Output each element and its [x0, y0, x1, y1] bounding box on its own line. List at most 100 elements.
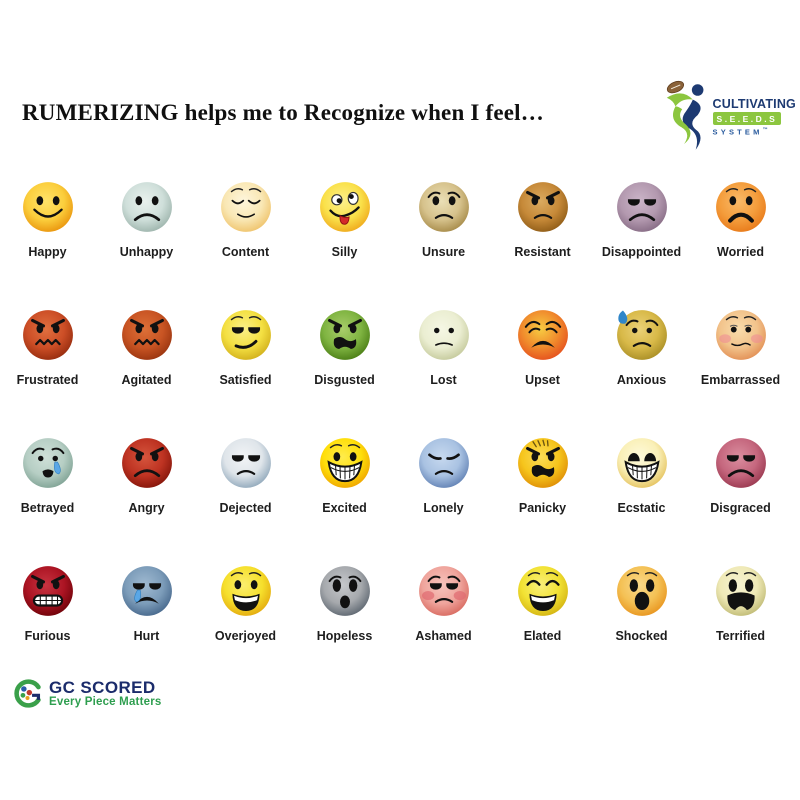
- emotion-cell-shocked: Shocked: [592, 554, 691, 682]
- emotion-cell-ecstatic: Ecstatic: [592, 426, 691, 554]
- emotion-cell-disgusted: Disgusted: [295, 298, 394, 426]
- emotion-label: Shocked: [615, 629, 668, 643]
- content-emoji-icon: [217, 178, 275, 236]
- seeds-logo-cultivating-text: CULTIVATING: [712, 97, 796, 112]
- excited-emoji-icon: [316, 434, 374, 492]
- emotion-cell-excited: Excited: [295, 426, 394, 554]
- cultivating-seeds-logo: CULTIVATING S.E.E.D.S SYSTEM™: [661, 76, 796, 158]
- emotion-label: Lost: [430, 373, 457, 387]
- ecstatic-emoji-icon: [613, 434, 671, 492]
- emotion-label: Terrified: [715, 629, 766, 643]
- emotion-cell-elated: Elated: [493, 554, 592, 682]
- emotion-cell-resistant: Resistant: [493, 170, 592, 298]
- emotion-cell-worried: Worried: [691, 170, 790, 298]
- emotion-cell-agitated: Agitated: [97, 298, 196, 426]
- angry-emoji-icon: [118, 434, 176, 492]
- dejected-emoji-icon: [217, 434, 275, 492]
- hopeless-emoji-icon: [316, 562, 374, 620]
- emotion-label: Hurt: [133, 629, 160, 643]
- upset-emoji-icon: [514, 306, 572, 364]
- emotion-label: Content: [221, 245, 270, 259]
- emotion-cell-disappointed: Disappointed: [592, 170, 691, 298]
- emotion-label: Embarrassed: [700, 373, 781, 387]
- disappointed-emoji-icon: [613, 178, 671, 236]
- emotion-cell-overjoyed: Overjoyed: [196, 554, 295, 682]
- resistant-emoji-icon: [514, 178, 572, 236]
- unsure-emoji-icon: [415, 178, 473, 236]
- emotion-label: Dejected: [219, 501, 272, 515]
- emotion-cell-unsure: Unsure: [394, 170, 493, 298]
- emotion-label: Worried: [717, 245, 764, 259]
- agitated-emoji-icon: [118, 306, 176, 364]
- worried-emoji-icon: [712, 178, 770, 236]
- gc-scored-logo: GC SCORED Every Piece Matters: [12, 678, 161, 709]
- emotion-label: Hopeless: [316, 629, 373, 643]
- disgusted-emoji-icon: [316, 306, 374, 364]
- emotion-label: Disgusted: [314, 373, 375, 387]
- trademark-symbol: ™: [762, 127, 768, 134]
- satisfied-emoji-icon: [217, 306, 275, 364]
- betrayed-emoji-icon: [19, 434, 77, 492]
- anxious-emoji-icon: [613, 306, 671, 364]
- emotion-cell-silly: Silly: [295, 170, 394, 298]
- emotion-cell-dejected: Dejected: [196, 426, 295, 554]
- emotion-label: Disappointed: [601, 245, 682, 259]
- emotion-label: Furious: [24, 629, 71, 643]
- seeds-logo-seeds-text: S.E.E.D.S: [712, 112, 782, 126]
- lost-emoji-icon: [415, 306, 473, 364]
- gc-scored-mark-icon: [14, 679, 41, 708]
- happy-emoji-icon: [19, 178, 77, 236]
- emotion-label: Satisfied: [219, 373, 272, 387]
- elated-emoji-icon: [514, 562, 572, 620]
- emotion-label: Ashamed: [415, 629, 472, 643]
- frustrated-emoji-icon: [19, 306, 77, 364]
- emotion-label: Unhappy: [119, 245, 174, 259]
- seeds-logo-system-text: SYSTEM™: [712, 127, 768, 137]
- panicky-emoji-icon: [514, 434, 572, 492]
- gc-scored-name: GC SCORED: [49, 677, 156, 697]
- emotion-cell-lonely: Lonely: [394, 426, 493, 554]
- gc-scored-tagline: Every Piece Matters: [49, 696, 162, 709]
- emotions-grid: Happy Unhappy Content Silly Unsure Resistant D…: [0, 170, 794, 682]
- emotion-label: Panicky: [518, 501, 567, 515]
- emotion-cell-satisfied: Satisfied: [196, 298, 295, 426]
- hurt-emoji-icon: [118, 562, 176, 620]
- emotion-label: Frustrated: [16, 373, 79, 387]
- shocked-emoji-icon: [613, 562, 671, 620]
- emotion-label: Unsure: [421, 245, 466, 259]
- lonely-emoji-icon: [415, 434, 473, 492]
- emotion-label: Ecstatic: [617, 501, 666, 515]
- overjoyed-emoji-icon: [217, 562, 275, 620]
- emotion-label: Elated: [523, 629, 562, 643]
- emotion-label: Upset: [525, 373, 560, 387]
- silly-emoji-icon: [316, 178, 374, 236]
- emotion-label: Agitated: [121, 373, 172, 387]
- emotion-label: Angry: [128, 501, 165, 515]
- emotion-cell-hurt: Hurt: [97, 554, 196, 682]
- emotion-label: Lonely: [423, 501, 464, 515]
- emotion-cell-content: Content: [196, 170, 295, 298]
- emotion-cell-disgraced: Disgraced: [691, 426, 790, 554]
- emotion-label: Disgraced: [710, 501, 771, 515]
- emotion-label: Silly: [331, 245, 358, 259]
- emotion-cell-angry: Angry: [97, 426, 196, 554]
- emotion-cell-terrified: Terrified: [691, 554, 790, 682]
- furious-emoji-icon: [19, 562, 77, 620]
- emotion-label: Betrayed: [20, 501, 75, 515]
- page-title: RUMERIZING helps me to Recognize when I …: [22, 100, 544, 125]
- emotion-cell-hopeless: Hopeless: [295, 554, 394, 682]
- disgraced-emoji-icon: [712, 434, 770, 492]
- emotion-cell-upset: Upset: [493, 298, 592, 426]
- seeds-logo-figure-icon: [666, 80, 703, 150]
- ashamed-emoji-icon: [415, 562, 473, 620]
- emotion-label: Happy: [28, 245, 67, 259]
- embarrassed-emoji-icon: [712, 306, 770, 364]
- emotion-cell-embarrassed: Embarrassed: [691, 298, 790, 426]
- terrified-emoji-icon: [712, 562, 770, 620]
- emotion-cell-happy: Happy: [0, 170, 97, 298]
- emotion-cell-unhappy: Unhappy: [97, 170, 196, 298]
- unhappy-emoji-icon: [118, 178, 176, 236]
- emotion-cell-frustrated: Frustrated: [0, 298, 97, 426]
- emotion-label: Overjoyed: [214, 629, 277, 643]
